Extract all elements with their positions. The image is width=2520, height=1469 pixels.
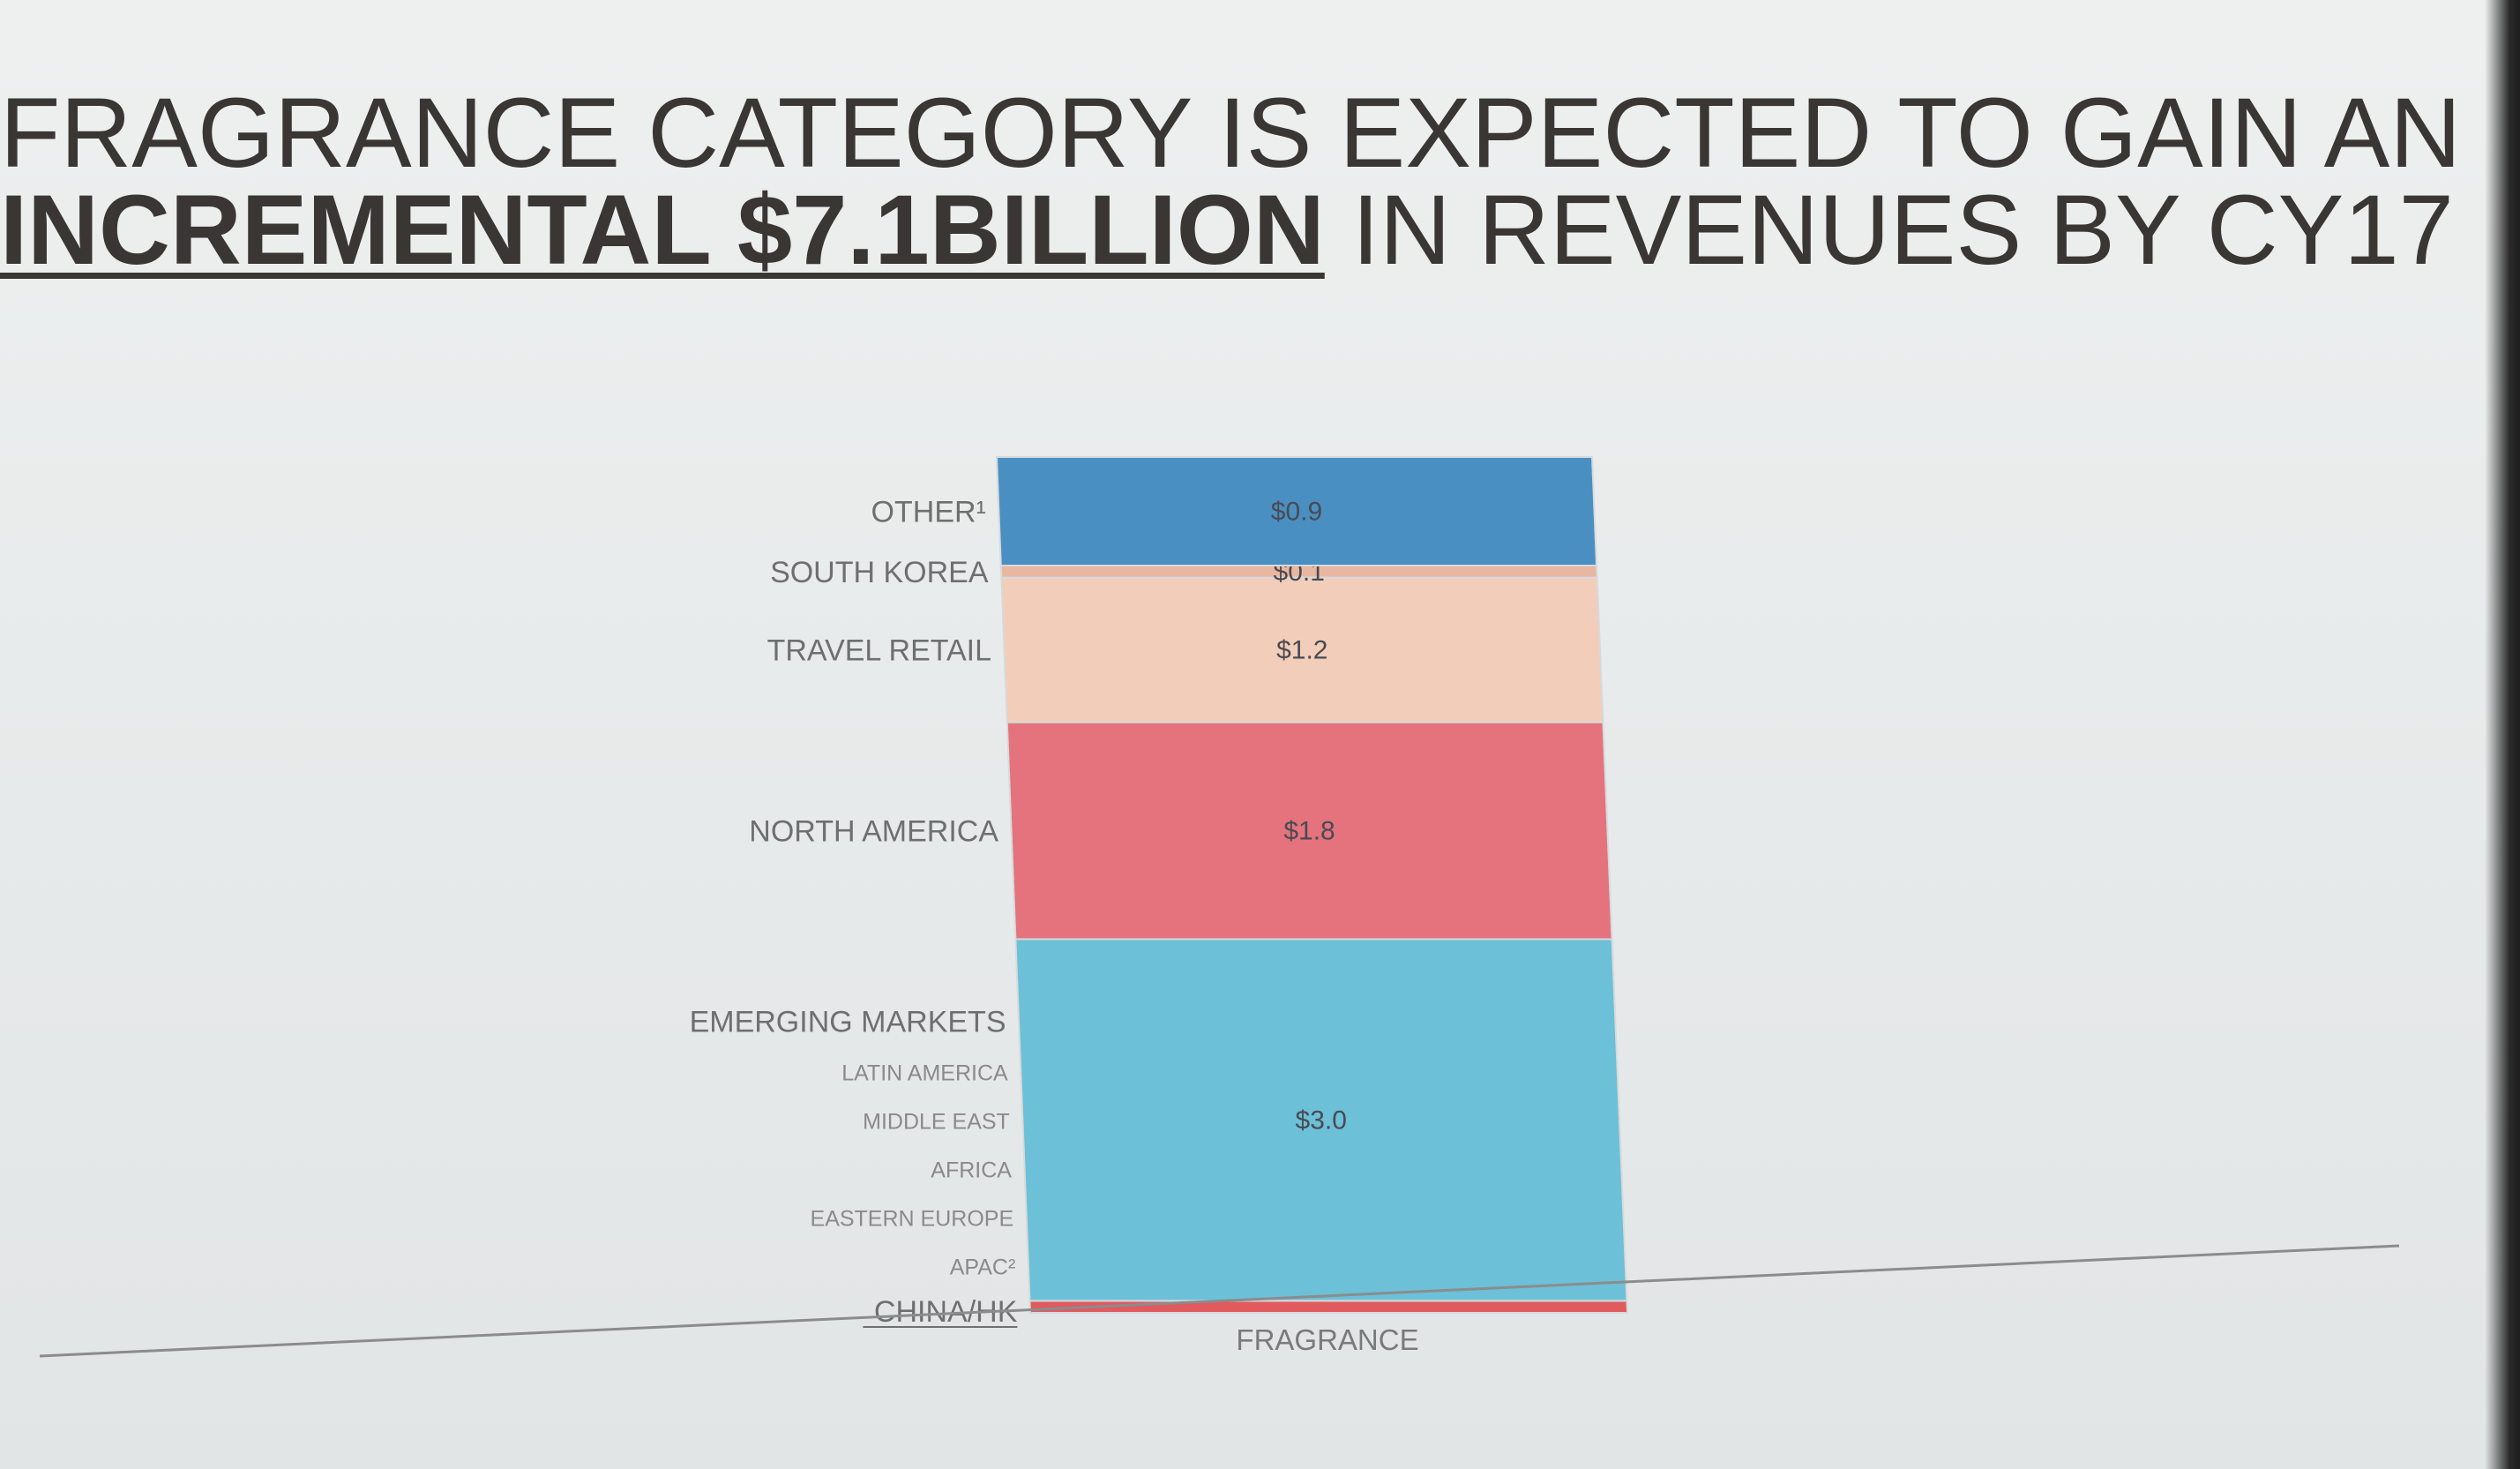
category-label-emerging-markets: EMERGING MARKETS <box>690 1005 1006 1038</box>
title-emphasis: INCREMENTAL $7.1BILLION <box>0 175 1325 285</box>
category-label-south-korea: SOUTH KOREA <box>770 556 989 589</box>
sub-label-apac: APAC² <box>950 1255 1016 1279</box>
category-label-travel-retail: TRAVEL RETAIL <box>767 634 991 668</box>
screen-edge <box>2485 0 2520 1469</box>
title-rest: IN REVENUES BY CY17 <box>1324 175 2454 285</box>
data-label-other: $0.9 <box>1271 497 1322 526</box>
category-label-north-america: NORTH AMERICA <box>749 815 998 849</box>
bar-segments: $3.0$1.8$1.2$0.1$0.9 <box>995 456 1629 1314</box>
category-label-other: OTHER¹ <box>871 495 986 528</box>
sub-label-eastern-europe: EASTERN EUROPE <box>811 1206 1014 1231</box>
baseline-axis <box>39 1244 2400 1358</box>
data-label-travel-retail: $1.2 <box>1276 636 1327 665</box>
slide-title-line-1: FRAGRANCE CATEGORY IS EXPECTED TO GAIN A… <box>0 78 2462 188</box>
data-label-north-america: $1.8 <box>1283 817 1335 846</box>
slide-title-line-2: INCREMENTAL $7.1BILLION IN REVENUES BY C… <box>0 181 2454 280</box>
sub-label-africa: AFRICA <box>931 1158 1012 1182</box>
sub-label-latin-america: LATIN AMERICA <box>841 1061 1008 1085</box>
x-category-label: FRAGRANCE <box>1236 1323 1418 1356</box>
sub-label-middle-east: MIDDLE EAST <box>863 1109 1010 1134</box>
data-label-emerging-markets: $3.0 <box>1296 1105 1347 1135</box>
bar-segment-other <box>995 456 1598 566</box>
